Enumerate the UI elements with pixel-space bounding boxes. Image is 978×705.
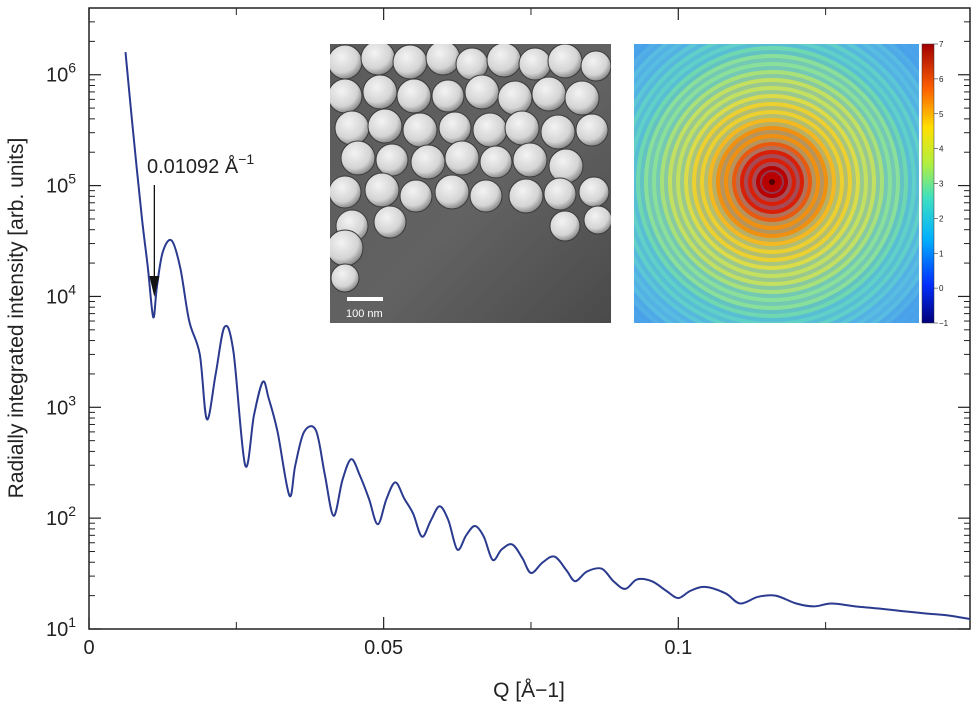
saxs-pattern-inset: 7 6 5 4 3 2 1 0 −1 xyxy=(634,40,949,328)
scale-bar xyxy=(347,297,383,301)
y-tick-label: 101 xyxy=(46,614,76,641)
axis-tick-labels: 0 0.05 0.1 101 102 103 104 105 106 xyxy=(46,60,692,659)
intensity-curve xyxy=(124,52,970,620)
y-tick-label: 102 xyxy=(46,503,76,530)
axis-ticks xyxy=(88,7,970,630)
colorbar-tick-label: 6 xyxy=(939,75,944,84)
x-tick-label: 0.1 xyxy=(664,637,692,659)
minimum-annotation: 0.01092 Å−1 xyxy=(147,151,254,297)
plot-frame xyxy=(88,7,971,630)
colorbar-tick-label: 4 xyxy=(939,145,944,154)
y-tick-label: 104 xyxy=(46,281,76,308)
x-tick-label: 0.05 xyxy=(364,637,403,659)
colorbar-tick-label: 3 xyxy=(939,180,944,189)
colorbar-tick-label: 7 xyxy=(939,40,944,49)
annotation-arrow-head xyxy=(149,276,160,297)
colorbar-tick-label: 1 xyxy=(939,249,944,258)
annotation-text: 0.01092 Å−1 xyxy=(147,151,254,178)
scale-bar-label: 100 nm xyxy=(346,308,383,320)
y-tick-label: 103 xyxy=(46,392,76,419)
colorbar xyxy=(921,43,935,324)
colorbar-tick-label: 0 xyxy=(939,284,944,293)
x-tick-label: 0 xyxy=(83,637,94,659)
colorbar-tick-label: −1 xyxy=(939,319,949,328)
colorbar-tick-label: 2 xyxy=(939,214,944,223)
y-axis-label: Radially integrated intensity [arb. unit… xyxy=(5,138,28,499)
x-axis-label: Q [Å−1] xyxy=(493,679,565,702)
sem-inset-image: 100 nm xyxy=(330,44,611,323)
colorbar-tick-label: 5 xyxy=(939,110,944,119)
y-tick-label: 106 xyxy=(46,60,76,87)
y-tick-label: 105 xyxy=(46,171,76,198)
